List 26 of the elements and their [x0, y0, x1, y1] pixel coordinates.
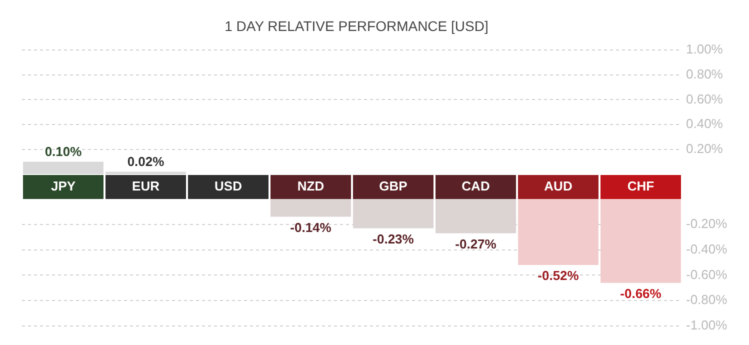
y-tick-label: -0.80% — [686, 292, 728, 308]
y-tick-label: -0.40% — [686, 241, 728, 256]
x-tick-label: USD — [214, 178, 242, 194]
x-tick-label: NZD — [297, 178, 324, 194]
x-tick-label: CHF — [627, 178, 654, 194]
data-label: -0.27% — [455, 236, 497, 252]
x-tick-label: CAD — [462, 178, 490, 194]
data-label: -0.66% — [620, 286, 662, 301]
x-tick-label: GBP — [379, 178, 408, 194]
y-tick-label: -0.20% — [686, 216, 728, 231]
y-tick-label: -1.00% — [686, 318, 728, 333]
data-label: 0.02% — [127, 154, 165, 169]
y-tick-label: 0.60% — [686, 91, 724, 106]
x-tick-label: EUR — [132, 178, 160, 194]
y-tick-label: 0.80% — [686, 66, 724, 82]
data-label: -0.23% — [372, 231, 414, 246]
y-tick-label: 0.40% — [686, 116, 724, 132]
y-tick-label: 1.00% — [686, 42, 724, 57]
x-tick-label: JPY — [50, 178, 76, 194]
y-tick-label: -0.60% — [686, 266, 728, 282]
y-tick-label: 0.20% — [686, 140, 724, 156]
chart-title: 1 DAY RELATIVE PERFORMANCE [USD] — [224, 18, 490, 34]
data-label: -0.52% — [538, 268, 580, 284]
data-label: -0.14% — [290, 220, 332, 235]
x-tick-label: AUD — [544, 178, 572, 194]
data-label: 0.10% — [44, 144, 82, 159]
